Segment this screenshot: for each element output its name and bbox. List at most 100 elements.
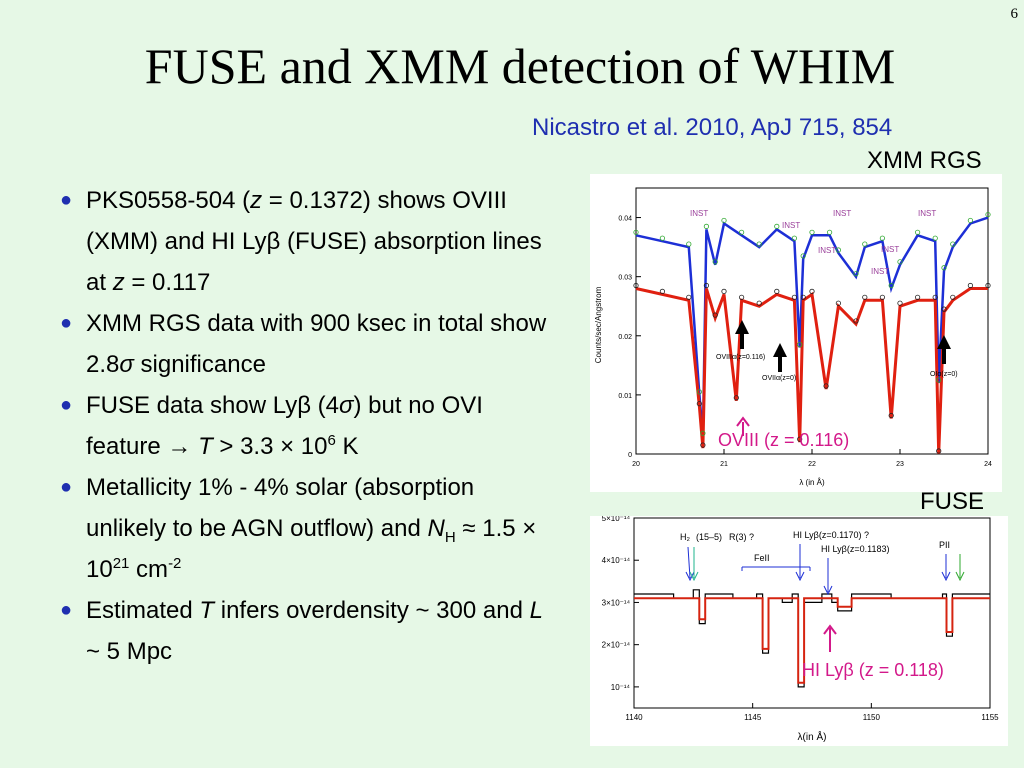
data-point bbox=[659, 288, 666, 295]
x-tick-label: 1145 bbox=[744, 713, 762, 722]
y-tick-label: 10⁻¹⁴ bbox=[611, 683, 631, 692]
y-tick-label: 5×10⁻¹⁴ bbox=[602, 516, 631, 523]
data-point bbox=[733, 395, 739, 401]
bullet-dot-icon: ● bbox=[60, 394, 73, 416]
data-point bbox=[827, 229, 833, 235]
bullet-text: 21 bbox=[112, 555, 130, 572]
inst-label: INST bbox=[833, 209, 851, 218]
data-point bbox=[932, 235, 938, 241]
bullet-item: ● PKS0558-504 (z = 0.1372) shows OVIII (X… bbox=[60, 180, 560, 303]
arrow-up-icon bbox=[773, 343, 787, 372]
data-point bbox=[853, 271, 859, 277]
bullet-text: Estimated bbox=[86, 597, 200, 624]
inst-label: INST bbox=[818, 246, 836, 255]
x-tick-label: 24 bbox=[984, 461, 992, 468]
y-tick-label: 3×10⁻¹⁴ bbox=[602, 598, 631, 607]
ovII-z0-label: OVIIα(z=0) bbox=[762, 375, 796, 382]
pii-label: PII bbox=[939, 540, 950, 550]
data-point bbox=[897, 259, 903, 265]
arrow-down-icon bbox=[795, 544, 805, 582]
hi-lyb-01170-label: HI Lyβ(z=0.1170) ? bbox=[793, 530, 869, 540]
data-point bbox=[888, 412, 894, 419]
bullet-text: σ bbox=[119, 351, 134, 378]
oviii-callout: OVIII (z = 0.116) bbox=[718, 416, 849, 450]
bullet-text: = 0.117 bbox=[124, 269, 211, 296]
data-point bbox=[936, 377, 942, 383]
h2-label: H₂ bbox=[680, 532, 690, 542]
data-point bbox=[862, 294, 868, 300]
hi-lyb-callout: HI Lyβ (z = 0.118) bbox=[802, 624, 944, 680]
bullet-text: z bbox=[250, 187, 263, 214]
bullet-item: ● XMM RGS data with 900 ksec in total sho… bbox=[60, 303, 560, 385]
y-tick-label: 0.04 bbox=[618, 216, 632, 223]
y-tick-label: 4×10⁻¹⁴ bbox=[602, 556, 631, 565]
data-point bbox=[914, 294, 921, 300]
bullet-text: K bbox=[335, 433, 359, 460]
bullet-item: ● Metallicity 1% - 4% solar (absorption u… bbox=[60, 467, 560, 590]
data-point bbox=[791, 235, 797, 241]
data-point bbox=[703, 223, 710, 229]
x-tick-label: 21 bbox=[720, 461, 728, 468]
bullet-text: σ bbox=[339, 392, 354, 419]
bullet-text: significance bbox=[133, 351, 266, 378]
bullet-dot-icon: ● bbox=[60, 312, 73, 334]
data-point bbox=[823, 383, 829, 389]
data-point bbox=[700, 442, 706, 448]
data-point bbox=[739, 229, 745, 235]
r3-label: R(3) ? bbox=[729, 532, 754, 542]
xmm-rgs-label: XMM RGS bbox=[867, 147, 982, 174]
bullet-text: T bbox=[199, 597, 215, 624]
data-point bbox=[888, 282, 894, 289]
x-tick-label: 23 bbox=[896, 461, 904, 468]
data-point bbox=[985, 282, 991, 289]
data-point bbox=[739, 294, 745, 300]
feii-bracket bbox=[741, 566, 811, 571]
arrow-down-icon bbox=[685, 546, 695, 582]
fuse-series bbox=[634, 589, 990, 688]
data-point bbox=[967, 217, 973, 224]
data-point bbox=[985, 211, 991, 218]
xmm-line-markers: OVIIIα(z=0.116) OVIIα(z=0) OIα(z=0) bbox=[716, 320, 958, 382]
data-point bbox=[879, 235, 885, 241]
data-point bbox=[862, 241, 868, 247]
inst-label: INST bbox=[881, 245, 899, 254]
x-tick-label: 1150 bbox=[863, 713, 881, 722]
data-point bbox=[800, 294, 806, 300]
bullet-text: N bbox=[427, 515, 445, 542]
bullet-text: PKS0558-504 ( bbox=[86, 187, 251, 214]
arrow-up-icon bbox=[735, 320, 749, 349]
bullet-text: ≈ 1.5 × 10 bbox=[86, 515, 537, 583]
data-point bbox=[774, 223, 780, 229]
data-point bbox=[712, 312, 718, 318]
x-tick-label: 1140 bbox=[625, 713, 643, 722]
bullet-dot-icon: ● bbox=[60, 599, 73, 621]
bullet-text: > 3.3 × 10 bbox=[212, 433, 328, 460]
series-line bbox=[635, 287, 988, 455]
y-tick-label: 0.03 bbox=[618, 275, 632, 282]
arrow-down-icon bbox=[941, 554, 951, 582]
bullet-text: Metallicity 1% - 4% solar (absorption un… bbox=[86, 474, 475, 542]
bullet-text: 6 bbox=[327, 432, 336, 449]
x-tick-label: 1155 bbox=[981, 713, 999, 722]
data-point bbox=[809, 288, 815, 295]
bullet-text: = 0.1372) shows OVIII (XMM) and HI Lyβ (… bbox=[86, 187, 542, 296]
hi-lyb-callout-label: HI Lyβ (z = 0.118) bbox=[802, 660, 944, 680]
oI-z0-label: OIα(z=0) bbox=[930, 371, 958, 378]
arrow-down-icon bbox=[823, 558, 833, 596]
fuse-annotations: H₂ (15–5) R(3) ? FeII HI Lyβ(z=0.1170) ?… bbox=[680, 530, 965, 596]
xmm-ylabel: Counts/sec/Angstrom bbox=[594, 286, 603, 363]
hi-lyb-01183-label: HI Lyβ(z=0.1183) bbox=[821, 544, 889, 554]
data-point bbox=[797, 342, 803, 348]
bullet-item: ● FUSE data show Lyβ (4σ) but no OVI feat… bbox=[60, 385, 560, 467]
data-point bbox=[950, 241, 956, 247]
bullet-dot-icon: ● bbox=[60, 476, 73, 498]
xmm-inst-labels: INST INST INST INST INST INST INST bbox=[690, 209, 936, 276]
arrow-up-icon bbox=[937, 335, 951, 364]
bullet-text: infers overdensity ~ 300 and bbox=[214, 597, 530, 624]
bullet-text: FUSE data show Lyβ (4 bbox=[86, 392, 340, 419]
data-point bbox=[703, 282, 710, 289]
xmm-series bbox=[633, 211, 991, 455]
data-point bbox=[659, 235, 666, 241]
h2-transition-label: (15–5) bbox=[696, 532, 722, 542]
data-point bbox=[696, 401, 702, 407]
